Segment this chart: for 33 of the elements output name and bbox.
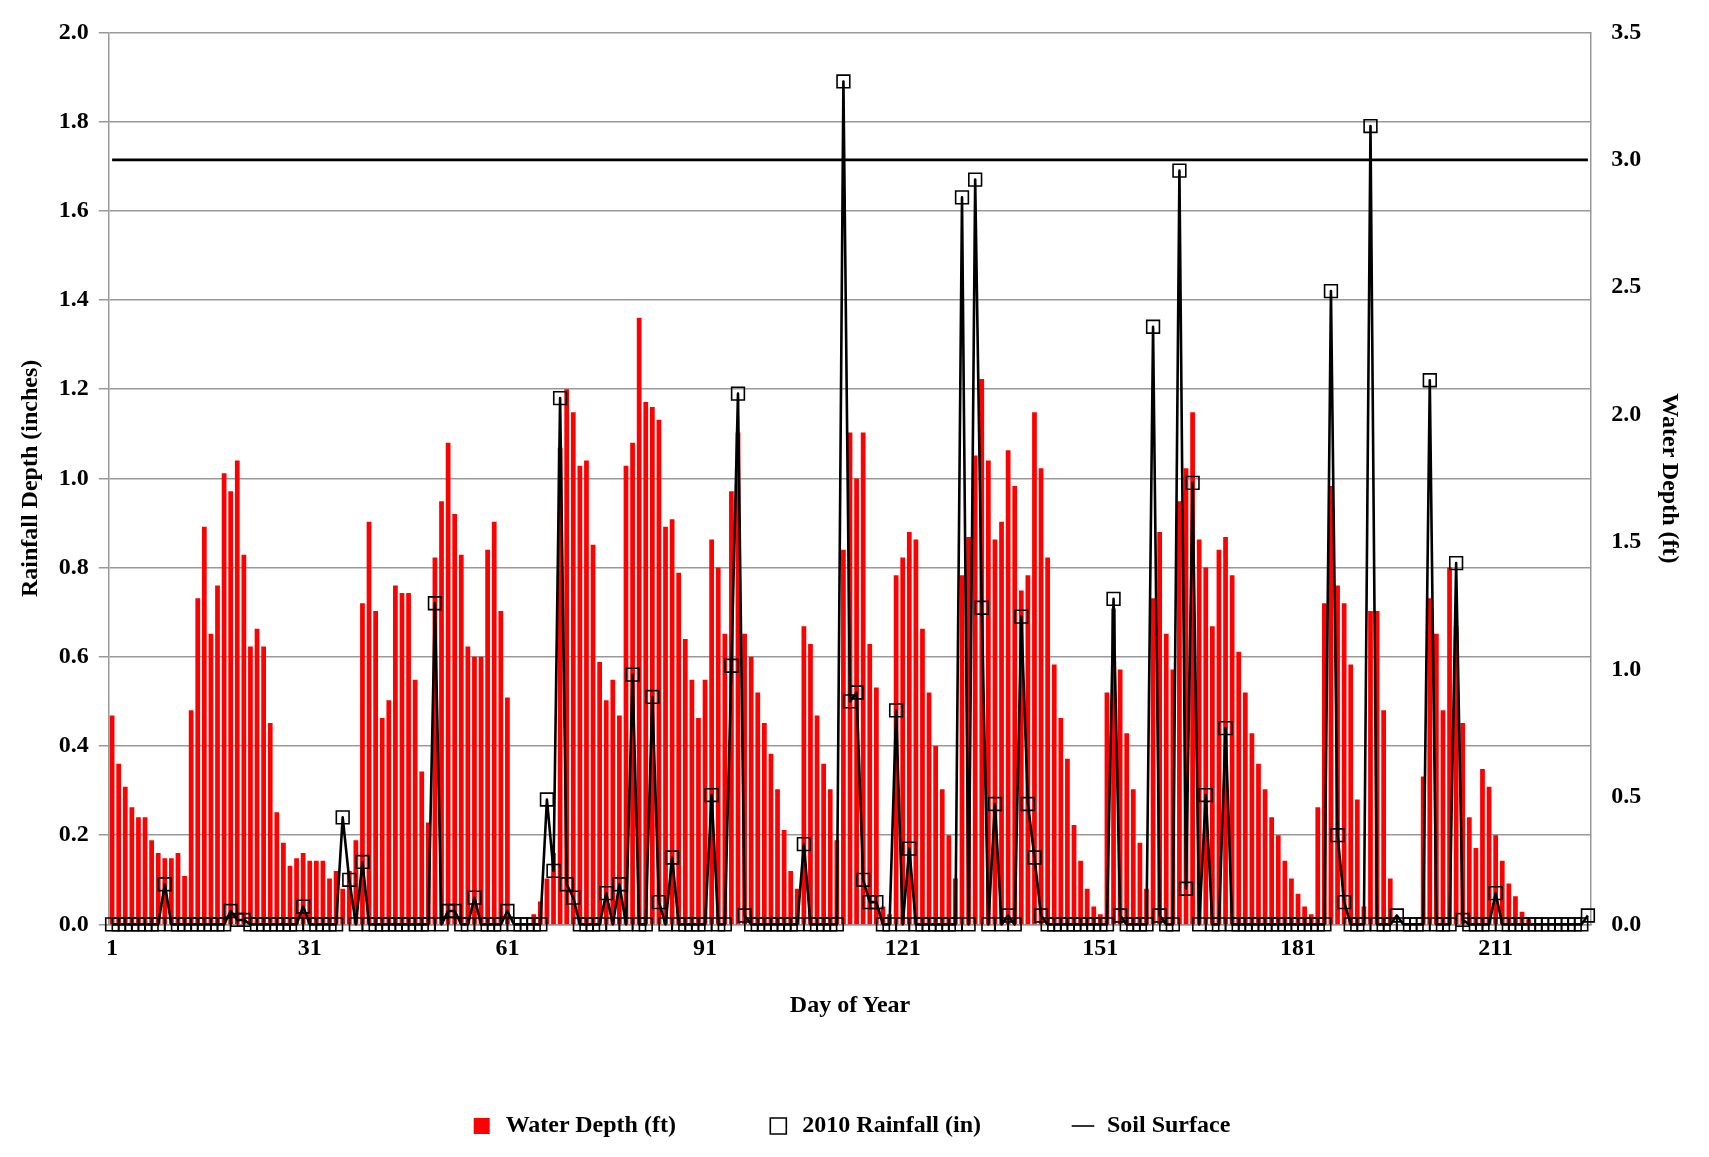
legend-label: 2010 Rainfall (in) <box>802 1111 981 1138</box>
y2-tick-label: 1.5 <box>1611 527 1642 554</box>
y-tick-label: 1.4 <box>58 285 89 312</box>
y2-tick-label: 2.0 <box>1611 399 1642 426</box>
y-tick-label: 0.0 <box>58 909 89 936</box>
x-tick-label: 61 <box>495 934 520 960</box>
y2-axis-title: Water Depth (ft) <box>1658 393 1685 564</box>
y2-tick-label: 3.5 <box>1611 17 1642 44</box>
y-tick-label: 0.2 <box>58 820 89 847</box>
y-tick-label: 1.0 <box>58 463 89 490</box>
y2-tick-label: 3.0 <box>1611 145 1642 172</box>
y2-tick-label: 0.5 <box>1611 782 1642 809</box>
y2-tick-label: 2.5 <box>1611 272 1642 299</box>
legend-label: Water Depth (ft) <box>505 1111 676 1138</box>
y-axis-title: Rainfall Depth (inches) <box>15 359 42 598</box>
y-tick-label: 0.6 <box>58 642 89 668</box>
y2-tick-label: 1.0 <box>1611 654 1642 681</box>
x-tick-label: 91 <box>693 934 718 960</box>
x-axis-title: Day of Year <box>789 990 911 1017</box>
y-tick-label: 2.0 <box>58 17 89 44</box>
x-tick-label: 1 <box>106 934 119 960</box>
y-tick-label: 0.8 <box>58 552 89 579</box>
y-tick-label: 0.4 <box>58 731 89 758</box>
x-tick-label: 211 <box>1478 934 1514 960</box>
y-tick-label: 1.2 <box>58 374 89 401</box>
y-tick-label: 1.6 <box>58 196 89 222</box>
legend-label: Soil Surface <box>1106 1111 1231 1138</box>
x-tick-label: 151 <box>1082 934 1119 960</box>
x-tick-label: 121 <box>884 934 921 960</box>
y-tick-label: 1.8 <box>58 106 89 133</box>
x-tick-label: 181 <box>1280 934 1317 960</box>
x-tick-label: 31 <box>297 934 322 960</box>
y2-tick-label: 0.0 <box>1611 909 1642 936</box>
